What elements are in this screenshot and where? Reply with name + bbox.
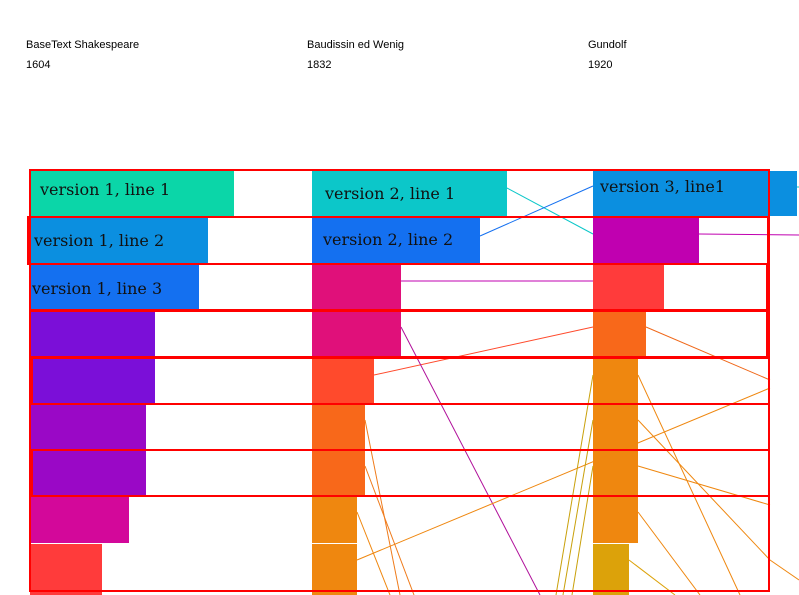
column-year-basetext: 1604 — [26, 59, 50, 71]
column-bars-gundolf — [593, 171, 797, 595]
connector-line — [400, 326, 541, 595]
bar-c0-r4[interactable] — [30, 358, 155, 404]
connector-line — [479, 185, 594, 237]
bar-c0-r2[interactable] — [30, 264, 199, 310]
bar-c2-r1[interactable] — [593, 217, 699, 263]
bar-c2-r6[interactable] — [593, 451, 638, 496]
connector-line — [637, 374, 741, 595]
bar-c1-r1[interactable] — [312, 217, 480, 263]
connector-line — [562, 419, 594, 595]
bar-c1-r8[interactable] — [312, 544, 357, 595]
bar-c0-r1[interactable] — [30, 217, 208, 263]
column-title-baudissin: Baudissin ed Wenig — [307, 39, 404, 51]
bar-c1-r7[interactable] — [312, 497, 357, 543]
connector-line — [356, 387, 771, 561]
column-bars-baudissin — [312, 171, 507, 595]
bar-c1-r0[interactable] — [312, 171, 507, 216]
column-headers: BaseText Shakespeare 1604 Baudissin ed W… — [26, 39, 627, 71]
column-title-basetext: BaseText Shakespeare — [26, 39, 139, 51]
label-version1-line3: version 1, line 3 — [31, 279, 162, 298]
connector-line — [555, 374, 594, 595]
connector-line — [628, 559, 676, 595]
connector-line — [637, 511, 701, 595]
row-frames — [27, 169, 770, 592]
bar-c1-r2[interactable] — [312, 264, 401, 310]
bar-c0-r8[interactable] — [30, 544, 102, 595]
bar-c2-r2[interactable] — [593, 264, 664, 310]
bar-c1-r4[interactable] — [312, 358, 374, 404]
label-version2-line2: version 2, line 2 — [322, 230, 453, 249]
connector-line — [571, 465, 594, 595]
connector-line — [364, 419, 401, 595]
bar-c2-r3[interactable] — [593, 311, 646, 357]
connector-line — [769, 559, 799, 581]
connector-line — [356, 511, 391, 595]
bar-c2-r0[interactable] — [593, 171, 797, 216]
alignment-connectors — [356, 185, 799, 595]
bar-c2-r4[interactable] — [593, 358, 638, 404]
bar-c1-r5[interactable] — [312, 405, 365, 450]
label-version1-line1: version 1, line 1 — [39, 180, 170, 199]
connector-line — [364, 465, 415, 595]
bar-c2-r8[interactable] — [593, 544, 629, 595]
bar-c2-r5[interactable] — [593, 405, 638, 450]
connector-line — [373, 326, 594, 376]
connector-line — [698, 233, 799, 236]
bar-c0-r0[interactable] — [30, 171, 234, 216]
column-year-baudissin: 1832 — [307, 59, 331, 71]
bar-c1-r3[interactable] — [312, 311, 401, 357]
bar-c0-r7[interactable] — [30, 497, 129, 543]
bar-c0-r3[interactable] — [30, 311, 155, 357]
bar-c0-r5[interactable] — [30, 405, 146, 450]
column-year-gundolf: 1920 — [588, 59, 612, 71]
label-version3-line1: version 3, line1 — [599, 177, 725, 196]
column-bars-basetext — [30, 171, 234, 595]
label-version1-line2: version 1, line 2 — [33, 231, 164, 250]
connector-line — [637, 465, 771, 506]
bar-c0-r6[interactable] — [30, 451, 146, 496]
connector-line — [506, 187, 594, 235]
bar-c1-r6[interactable] — [312, 451, 365, 496]
bar-c2-r7[interactable] — [593, 497, 638, 543]
column-title-gundolf: Gundolf — [588, 39, 627, 51]
row-frame — [31, 449, 770, 497]
connector-line — [637, 419, 771, 561]
connector-line — [645, 326, 771, 381]
bar-labels: version 1, line 1 version 1, line 2 vers… — [31, 177, 725, 298]
label-version2-line1: version 2, line 1 — [324, 184, 455, 203]
